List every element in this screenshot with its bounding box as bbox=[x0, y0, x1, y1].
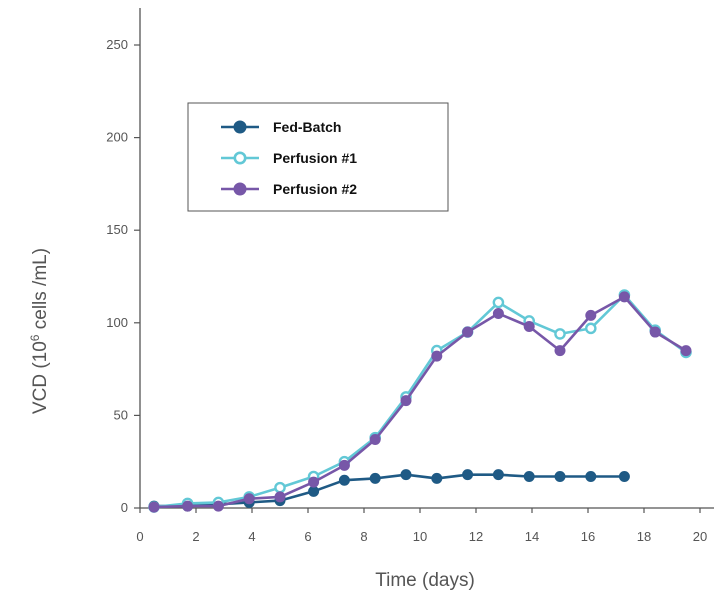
x-tick-label: 4 bbox=[248, 529, 255, 544]
x-tick-label: 6 bbox=[304, 529, 311, 544]
data-point-perfusion-2 bbox=[431, 350, 443, 362]
series-layer bbox=[148, 289, 692, 513]
data-point-perfusion-2 bbox=[649, 326, 661, 338]
y-axis-title-prefix: VCD (10 bbox=[30, 341, 51, 414]
data-point-fed-batch bbox=[400, 469, 412, 481]
data-point-perfusion-1 bbox=[554, 328, 566, 340]
data-point-fed-batch bbox=[618, 471, 630, 483]
legend-label-fed-batch: Fed-Batch bbox=[273, 119, 341, 135]
data-point-perfusion-2 bbox=[274, 491, 286, 503]
data-point-perfusion-2 bbox=[400, 395, 412, 407]
data-point-perfusion-2 bbox=[585, 309, 597, 321]
y-axis-title: VCD (106 cells /mL) bbox=[28, 248, 51, 414]
data-point-perfusion-2 bbox=[243, 493, 255, 505]
data-point-perfusion-2 bbox=[554, 345, 566, 357]
data-point-perfusion-2 bbox=[523, 321, 535, 333]
x-tick-label: 16 bbox=[581, 529, 595, 544]
y-axis-title-suffix: cells /mL) bbox=[30, 248, 51, 335]
data-point-perfusion-2 bbox=[369, 433, 381, 445]
data-point-fed-batch bbox=[308, 485, 320, 497]
data-point-perfusion-2 bbox=[182, 500, 194, 512]
data-point-fed-batch bbox=[523, 471, 535, 483]
x-tick-label: 0 bbox=[136, 529, 143, 544]
legend: Fed-Batch Perfusion #1 Perfusion #2 bbox=[187, 102, 449, 212]
legend-marker-fed-batch bbox=[233, 120, 247, 134]
data-point-perfusion-2 bbox=[148, 501, 160, 513]
data-point-perfusion-2 bbox=[492, 308, 504, 320]
x-tick-label: 2 bbox=[192, 529, 199, 544]
data-point-fed-batch bbox=[431, 472, 443, 484]
data-point-perfusion-2 bbox=[618, 291, 630, 303]
y-tick-label: 250 bbox=[106, 37, 128, 52]
data-point-perfusion-1 bbox=[585, 322, 597, 335]
series-perfusion-1 bbox=[148, 289, 692, 513]
series-perfusion-2 bbox=[148, 291, 692, 513]
data-point-fed-batch bbox=[462, 469, 474, 481]
legend-marker-perfusion-2 bbox=[233, 182, 247, 196]
x-tick-label: 20 bbox=[693, 529, 707, 544]
x-axis-title: Time (days) bbox=[375, 570, 475, 591]
data-point-fed-batch bbox=[338, 474, 350, 486]
data-point-fed-batch bbox=[492, 469, 504, 481]
legend-marker-perfusion-1 bbox=[233, 151, 247, 165]
x-tick-label: 8 bbox=[360, 529, 367, 544]
y-axis-title-exponent: 6 bbox=[28, 334, 42, 341]
data-point-perfusion-2 bbox=[462, 326, 474, 338]
x-ticks: 0 2 4 6 8 10 12 14 16 18 20 bbox=[136, 508, 707, 544]
y-ticks: 0 50 100 150 200 250 bbox=[106, 37, 140, 515]
x-tick-label: 14 bbox=[525, 529, 539, 544]
y-tick-label: 100 bbox=[106, 315, 128, 330]
x-tick-label: 12 bbox=[469, 529, 483, 544]
x-tick-label: 10 bbox=[413, 529, 427, 544]
data-point-perfusion-1 bbox=[492, 296, 505, 309]
data-point-fed-batch bbox=[585, 471, 597, 483]
data-point-perfusion-2 bbox=[212, 500, 224, 512]
y-tick-label: 150 bbox=[106, 222, 128, 237]
axes bbox=[139, 8, 714, 509]
legend-label-perfusion-1: Perfusion #1 bbox=[273, 150, 357, 166]
data-point-fed-batch bbox=[369, 472, 381, 484]
legend-label-perfusion-2: Perfusion #2 bbox=[273, 181, 357, 197]
data-point-fed-batch bbox=[554, 471, 566, 483]
data-point-perfusion-2 bbox=[680, 345, 692, 357]
data-point-perfusion-2 bbox=[308, 476, 320, 488]
y-tick-label: 0 bbox=[121, 500, 128, 515]
y-tick-label: 50 bbox=[114, 407, 128, 422]
data-point-perfusion-1 bbox=[274, 481, 286, 494]
x-tick-label: 18 bbox=[637, 529, 651, 544]
y-tick-label: 200 bbox=[106, 130, 128, 145]
data-point-perfusion-2 bbox=[338, 459, 350, 471]
